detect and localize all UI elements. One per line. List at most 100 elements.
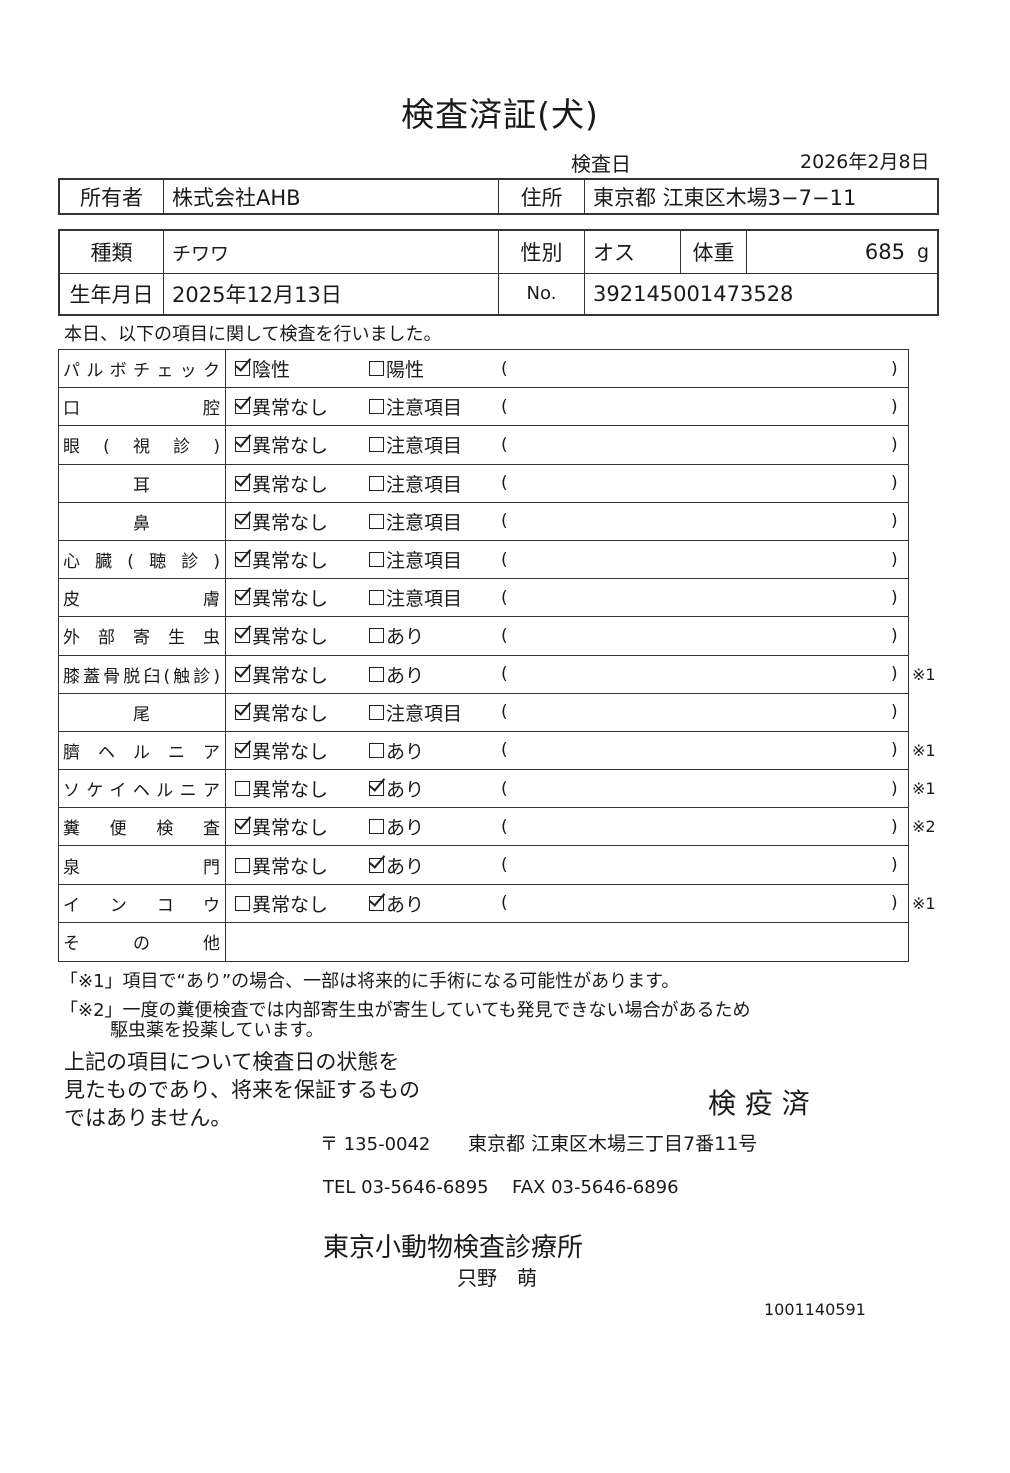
- option-1[interactable]: 異常なし: [235, 503, 328, 540]
- checkbox-icon[interactable]: [235, 895, 250, 911]
- check-row: 口腔 異常なし 注意項目 (): [59, 388, 908, 427]
- checkbox-icon[interactable]: [369, 552, 384, 568]
- clinic-address: 東京都 江東区木場三丁目7番11号: [468, 1133, 758, 1155]
- clinic-tel: TEL 03-5646-6895: [323, 1177, 489, 1198]
- check-item-label-text: 皮膚: [63, 590, 221, 611]
- paren-close: ): [891, 625, 898, 646]
- checkbox-icon[interactable]: [369, 513, 384, 529]
- option-2[interactable]: 注意項目: [369, 465, 462, 502]
- checkbox-icon[interactable]: [235, 361, 250, 377]
- footnote-marker: ※1: [912, 740, 936, 760]
- option-2[interactable]: 注意項目: [369, 579, 462, 616]
- option-2[interactable]: あり: [369, 656, 424, 693]
- checkbox-icon[interactable]: [235, 742, 250, 758]
- option-2[interactable]: あり: [369, 770, 424, 807]
- checkbox-icon[interactable]: [369, 781, 384, 797]
- check-item-label: 耳: [59, 464, 226, 502]
- checkbox-icon[interactable]: [369, 666, 384, 682]
- check-item-label: 臍ヘルニア: [59, 731, 226, 770]
- check-row: 臍ヘルニア 異常なし あり () ※1: [59, 731, 936, 771]
- option-2[interactable]: あり: [369, 808, 424, 845]
- checkbox-icon[interactable]: [235, 552, 250, 568]
- paren-close: ): [891, 396, 898, 417]
- option-1[interactable]: 陰性: [235, 350, 290, 387]
- option-2-label: 注意項目: [386, 397, 463, 420]
- check-row: ソケイヘルニア 異常なし あり () ※1: [59, 770, 936, 809]
- option-2[interactable]: 注意項目: [369, 541, 462, 578]
- option-1-label: 異常なし: [252, 855, 329, 878]
- checkbox-icon[interactable]: [369, 857, 384, 873]
- option-2[interactable]: 注意項目: [369, 503, 462, 540]
- checkbox-icon[interactable]: [369, 475, 384, 491]
- disclaimer-3: ではありません。: [64, 1106, 232, 1130]
- check-item-label-text: 眼(視診): [63, 437, 221, 458]
- exam-date: 2026年2月8日: [800, 151, 930, 173]
- check-item-label-text: インコウ: [63, 895, 221, 916]
- check-row: 外部寄生虫 異常なし あり (): [59, 617, 908, 656]
- option-2[interactable]: 注意項目: [369, 388, 462, 425]
- checkbox-icon[interactable]: [235, 628, 250, 644]
- option-1[interactable]: 異常なし: [235, 694, 328, 731]
- checkbox-icon[interactable]: [235, 590, 250, 606]
- option-1[interactable]: 異常なし: [235, 541, 328, 578]
- checkbox-icon[interactable]: [235, 781, 250, 797]
- checkbox-icon[interactable]: [369, 819, 384, 835]
- owner-value: 株式会社AHB: [164, 180, 499, 213]
- checkbox-icon[interactable]: [369, 590, 384, 606]
- option-2[interactable]: 注意項目: [369, 694, 462, 731]
- checkbox-icon[interactable]: [235, 819, 250, 835]
- option-1-label: 異常なし: [252, 588, 329, 611]
- paren-close: ): [891, 473, 898, 494]
- paren-close: ): [891, 702, 898, 723]
- paren-close: ): [891, 434, 898, 455]
- option-1[interactable]: 異常なし: [235, 579, 328, 616]
- checkbox-icon[interactable]: [235, 399, 250, 415]
- option-1[interactable]: 異常なし: [235, 465, 328, 502]
- option-1[interactable]: 異常なし: [235, 770, 328, 807]
- option-1[interactable]: 異常なし: [235, 885, 328, 922]
- option-2[interactable]: あり: [369, 846, 424, 883]
- checkbox-icon[interactable]: [235, 437, 250, 453]
- option-1[interactable]: 異常なし: [235, 846, 328, 883]
- paren-open: (: [501, 358, 508, 379]
- paren-close: ): [891, 358, 898, 379]
- option-2[interactable]: 注意項目: [369, 426, 462, 463]
- option-2[interactable]: あり: [369, 732, 424, 769]
- checkbox-icon[interactable]: [369, 361, 384, 377]
- option-1-label: 異常なし: [252, 779, 329, 802]
- checkbox-icon[interactable]: [235, 666, 250, 682]
- checkbox-icon[interactable]: [369, 399, 384, 415]
- footnote-1: 「※1」項目で“あり”の場合、一部は将来的に手術になる可能性があります。: [60, 971, 680, 992]
- weight-number: 685: [864, 240, 905, 264]
- check-item-label-text: 臍ヘルニア: [63, 742, 221, 763]
- paren-open: (: [501, 702, 508, 723]
- check-item-label: 口腔: [59, 388, 226, 426]
- checkbox-icon[interactable]: [235, 857, 250, 873]
- option-1[interactable]: 異常なし: [235, 388, 328, 425]
- checkbox-icon[interactable]: [369, 704, 384, 720]
- option-1[interactable]: 異常なし: [235, 426, 328, 463]
- check-item-label-text: 心臓(聴診): [63, 552, 221, 573]
- checkbox-icon[interactable]: [235, 475, 250, 491]
- option-2-label: あり: [386, 855, 425, 878]
- checkbox-icon[interactable]: [235, 704, 250, 720]
- option-1[interactable]: 異常なし: [235, 732, 328, 769]
- option-1[interactable]: 異常なし: [235, 808, 328, 845]
- option-1[interactable]: 異常なし: [235, 656, 328, 693]
- option-2[interactable]: あり: [369, 885, 424, 922]
- checkbox-icon[interactable]: [369, 437, 384, 453]
- no-value: 392145001473528: [593, 281, 794, 306]
- option-2-label: 注意項目: [386, 588, 463, 611]
- paren-open: (: [501, 778, 508, 799]
- option-2[interactable]: あり: [369, 617, 424, 654]
- check-item-label: 尾: [59, 693, 226, 731]
- checkbox-icon[interactable]: [369, 628, 384, 644]
- checkbox-icon[interactable]: [369, 742, 384, 758]
- checkbox-icon[interactable]: [235, 513, 250, 529]
- option-2[interactable]: 陽性: [369, 350, 424, 387]
- footnote-marker: ※1: [912, 779, 936, 799]
- pet-table: 種類 チワワ 性別 オス 体重 685 g 生年月日 2025年12月13日 N…: [58, 229, 939, 316]
- option-1[interactable]: 異常なし: [235, 617, 328, 654]
- exam-date-label: 検査日: [571, 152, 631, 176]
- checkbox-icon[interactable]: [369, 895, 384, 911]
